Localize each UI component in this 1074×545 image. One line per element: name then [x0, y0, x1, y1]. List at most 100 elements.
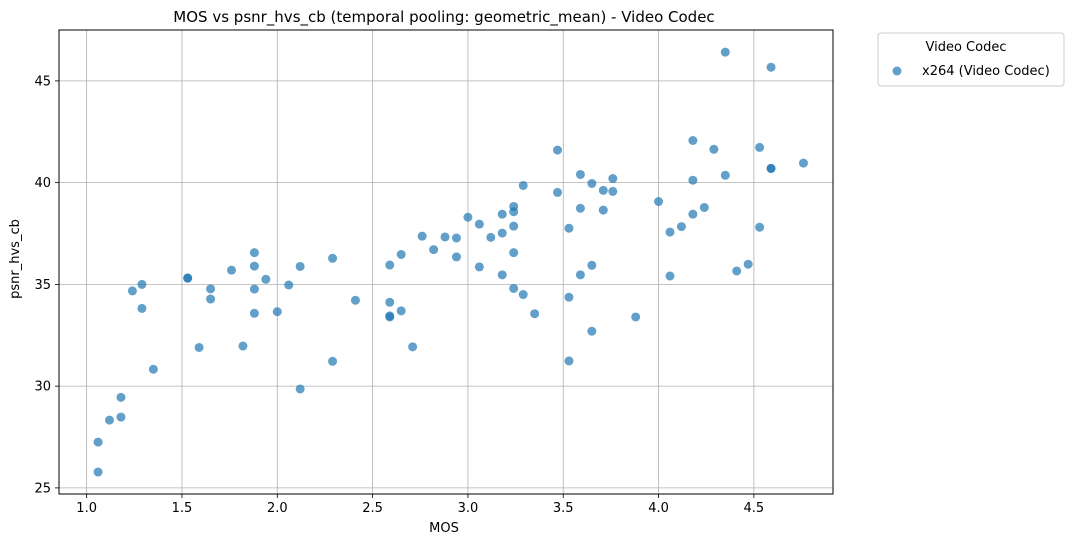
data-point	[284, 280, 294, 290]
data-point	[587, 326, 597, 336]
data-point	[451, 233, 461, 243]
data-point	[665, 227, 675, 237]
x-tick-label: 1.0	[76, 501, 97, 516]
data-point	[497, 209, 507, 219]
y-axis-label: psnr_hvs_cb	[8, 219, 23, 299]
x-axis-label: MOS	[429, 521, 459, 536]
data-point	[709, 144, 719, 154]
data-point	[148, 364, 158, 374]
data-point	[699, 202, 709, 212]
data-point	[486, 232, 496, 242]
data-point	[497, 228, 507, 238]
data-point	[272, 307, 282, 317]
data-point	[688, 175, 698, 185]
data-point	[295, 261, 305, 271]
data-points	[93, 47, 808, 477]
x-tick-label: 2.5	[362, 501, 383, 516]
data-point	[183, 273, 193, 283]
data-point	[631, 312, 641, 322]
data-point	[474, 262, 484, 272]
data-point	[93, 467, 103, 477]
data-point	[105, 415, 115, 425]
data-point	[564, 223, 574, 233]
data-point	[417, 231, 427, 241]
x-tick-label: 3.0	[458, 501, 479, 516]
data-point	[575, 169, 585, 179]
legend-title: Video Codec	[926, 40, 1007, 55]
data-point	[575, 270, 585, 280]
data-point	[116, 392, 126, 402]
data-point	[654, 197, 664, 207]
data-point	[676, 222, 686, 232]
legend-box	[877, 32, 1065, 87]
data-point	[665, 271, 675, 281]
data-point	[688, 136, 698, 146]
data-point	[396, 306, 406, 316]
data-point	[227, 265, 237, 275]
plot-frame	[58, 29, 834, 495]
chart-title: MOS vs psnr_hvs_cb (temporal pooling: ge…	[173, 8, 714, 27]
data-point	[451, 252, 461, 262]
data-point	[755, 222, 765, 232]
grid	[59, 30, 833, 494]
x-tick-label: 2.0	[267, 501, 288, 516]
data-point	[509, 283, 519, 293]
data-point	[509, 207, 519, 217]
data-point	[553, 187, 563, 197]
data-point	[194, 342, 204, 352]
data-point	[598, 185, 608, 195]
data-point	[598, 205, 608, 215]
legend: Video Codec x264 (Video Codec)	[877, 32, 1065, 87]
data-point	[766, 163, 776, 173]
data-point	[328, 356, 338, 366]
data-point	[385, 260, 395, 270]
data-point	[509, 221, 519, 231]
data-point	[518, 290, 528, 300]
data-point	[93, 437, 103, 447]
data-point	[755, 142, 765, 152]
data-point	[732, 266, 742, 276]
data-point	[474, 219, 484, 229]
x-tick-label: 4.5	[744, 501, 765, 516]
data-point	[206, 284, 216, 294]
x-tick-label: 1.5	[172, 501, 193, 516]
data-point	[497, 270, 507, 280]
x-tick-label: 4.0	[648, 501, 669, 516]
legend-marker	[892, 66, 902, 76]
data-point	[295, 384, 305, 394]
data-point	[249, 261, 259, 271]
data-point	[429, 245, 439, 255]
y-axis-ticks: 25 30 35 40 45	[34, 74, 59, 496]
data-point	[116, 412, 126, 422]
data-point	[608, 174, 618, 184]
data-point	[564, 356, 574, 366]
data-point	[518, 180, 528, 190]
data-point	[587, 260, 597, 270]
data-point	[564, 292, 574, 302]
data-point	[553, 145, 563, 155]
data-point	[249, 284, 259, 294]
data-point	[575, 203, 585, 213]
y-tick-label: 40	[34, 176, 51, 191]
data-point	[688, 209, 698, 219]
y-tick-label: 45	[34, 74, 51, 89]
data-point	[385, 311, 395, 321]
data-point	[587, 178, 597, 188]
y-tick-label: 25	[34, 481, 51, 496]
legend-series-label: x264 (Video Codec)	[922, 64, 1050, 79]
data-point	[720, 170, 730, 180]
data-point	[127, 286, 137, 296]
data-point	[509, 248, 519, 258]
data-point	[249, 248, 259, 258]
y-tick-label: 30	[34, 380, 51, 395]
data-point	[440, 232, 450, 242]
data-point	[350, 295, 360, 305]
data-point	[408, 342, 418, 352]
y-tick-label: 35	[34, 278, 51, 293]
data-point	[743, 259, 753, 269]
data-point	[328, 253, 338, 263]
data-point	[608, 186, 618, 196]
data-point	[798, 158, 808, 168]
data-point	[720, 47, 730, 57]
